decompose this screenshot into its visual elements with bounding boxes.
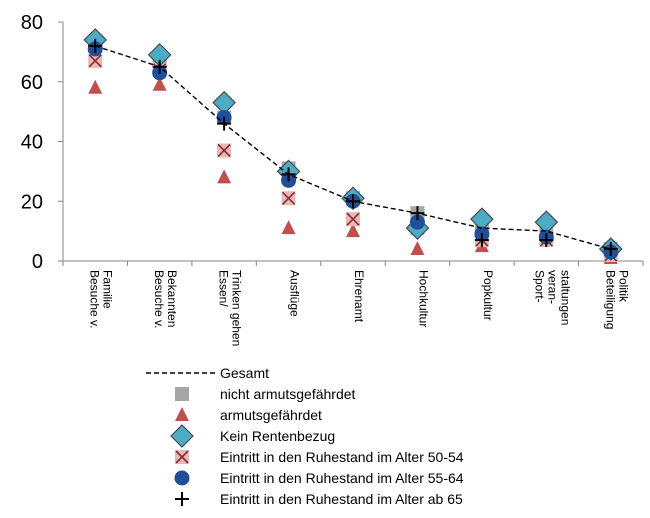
y-tick-label: 40 [21,132,43,154]
legend-5-swatch-point [174,470,190,486]
legend-1-label: nicht armutsgefährdet [220,386,356,402]
legend-0-label: Gesamt [220,365,269,381]
series-2-point [152,76,167,91]
series-5-point [409,214,425,230]
series-4-point-cross [88,54,102,68]
series-2-point [88,79,103,94]
legend-5-label: Eintritt in den Ruhestand im Alter 55-64 [220,470,464,486]
series-2-point [346,223,360,238]
x-tick-label: Beteiligung [603,270,617,329]
x-tick-label: Familie [101,270,115,309]
legend-6-label: Eintritt in den Ruhestand im Alter ab 65 [220,491,463,507]
legend-1-swatch-point [175,387,189,401]
x-tick-label: Ausflüge [288,270,302,317]
x-tick-label: Essen/ [217,270,231,307]
x-tick-label: Popkultur [481,270,495,321]
x-tick-label: Besuche v. [88,270,102,328]
legend-3-label: Kein Rentenbezug [220,428,335,444]
series-4-point-cross [346,212,360,226]
x-tick-label: Sport- [532,270,546,303]
y-tick-label: 0 [32,251,43,273]
series-2-point [217,169,232,184]
y-tick-label: 20 [21,191,43,213]
x-tick-label: Politik [616,270,630,303]
legend-2-label: armutsgefährdet [220,407,322,423]
series-2-point [410,241,425,256]
x-tick-label: Besuche v. [152,270,166,328]
legend-4-swatch-point-cross [175,450,189,464]
legend-2-swatch-point [175,407,189,421]
x-tick-label: Hochkultur [416,270,430,327]
x-tick-label: Ehrenamt [352,270,366,323]
x-tick-label: veran- [545,270,559,304]
x-tick-label: Bekannten [165,270,179,327]
y-tick-label: 80 [21,12,43,34]
series-4-point-cross [281,191,296,205]
legend-3-swatch-point [170,424,194,448]
series-2-point [281,220,296,235]
series-4-point-cross [217,143,231,158]
x-tick-label: staltungen [558,270,572,325]
x-tick-label: Trinken gehen [230,270,244,346]
legend-4-label: Eintritt in den Ruhestand im Alter 50-54 [220,449,464,465]
y-tick-label: 60 [21,72,43,94]
